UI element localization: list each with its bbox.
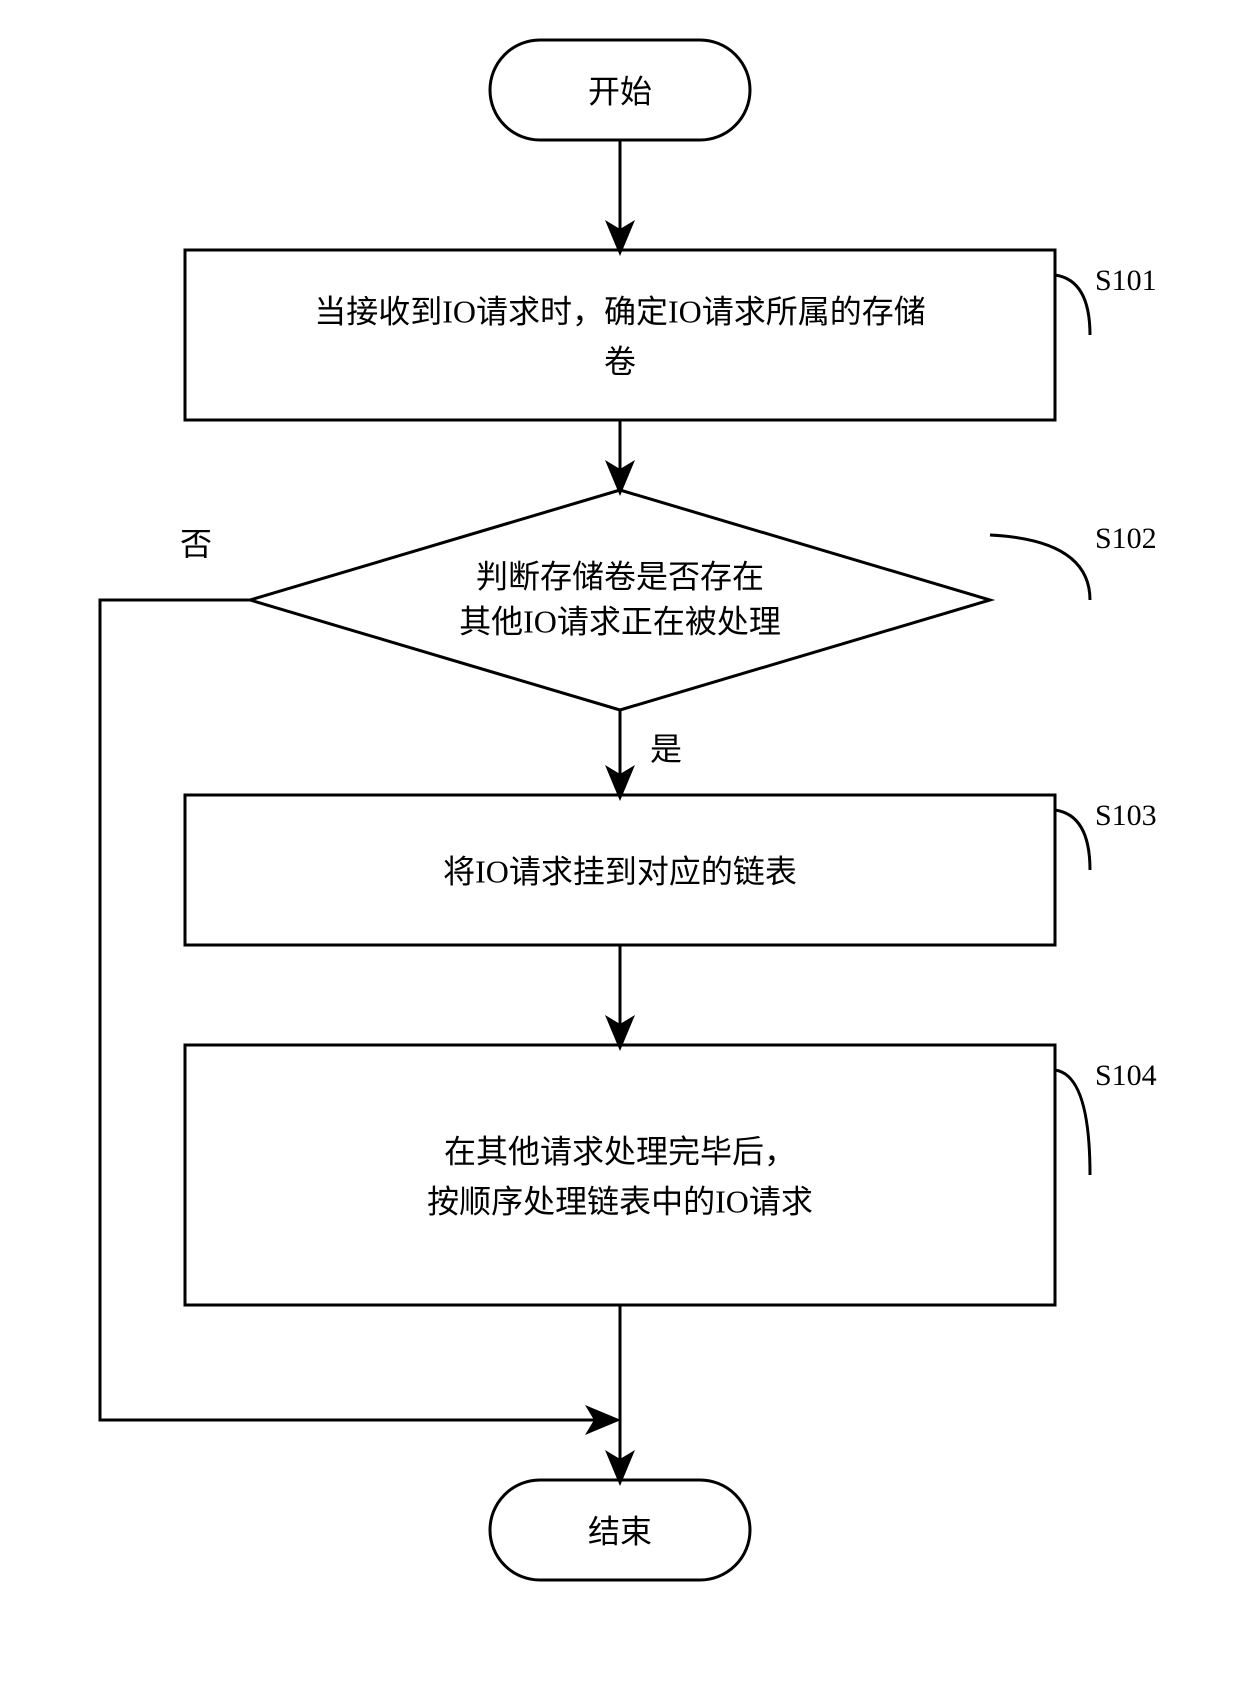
step-hook-s101 [1055, 275, 1090, 335]
start-node: 开始 [490, 40, 750, 140]
s103-line1: 将IO请求挂到对应的链表 [443, 853, 797, 889]
flowchart-canvas: 开始 当接收到IO请求时，确定IO请求所属的存储 卷 S101 判断存储卷是否存… [0, 0, 1240, 1705]
edge-no-branch [100, 600, 615, 1420]
s104-line1: 在其他请求处理完毕后， [444, 1133, 796, 1169]
step-hook-s102 [990, 535, 1090, 600]
start-label: 开始 [588, 73, 652, 109]
s102-line2: 其他IO请求正在被处理 [459, 603, 781, 639]
step-hook-s104 [1055, 1070, 1090, 1175]
s104-line2: 按顺序处理链表中的IO请求 [427, 1183, 813, 1219]
step-label-s101: S101 [1095, 264, 1157, 297]
s102-line1: 判断存储卷是否存在 [476, 558, 764, 594]
no-label: 否 [180, 526, 212, 562]
yes-label: 是 [650, 731, 682, 767]
step-label-s104: S104 [1095, 1059, 1157, 1092]
end-node: 结束 [490, 1480, 750, 1580]
step-label-s102: S102 [1095, 522, 1157, 555]
step-s102: 判断存储卷是否存在 其他IO请求正在被处理 [250, 490, 990, 710]
step-s104: 在其他请求处理完毕后， 按顺序处理链表中的IO请求 [185, 1045, 1055, 1305]
s101-line1: 当接收到IO请求时，确定IO请求所属的存储 [314, 293, 926, 329]
end-label: 结束 [588, 1513, 652, 1549]
step-s101: 当接收到IO请求时，确定IO请求所属的存储 卷 [185, 250, 1055, 420]
step-label-s103: S103 [1095, 799, 1157, 832]
step-hook-s103 [1055, 810, 1090, 870]
s101-line2: 卷 [604, 343, 636, 379]
step-s103: 将IO请求挂到对应的链表 [185, 795, 1055, 945]
